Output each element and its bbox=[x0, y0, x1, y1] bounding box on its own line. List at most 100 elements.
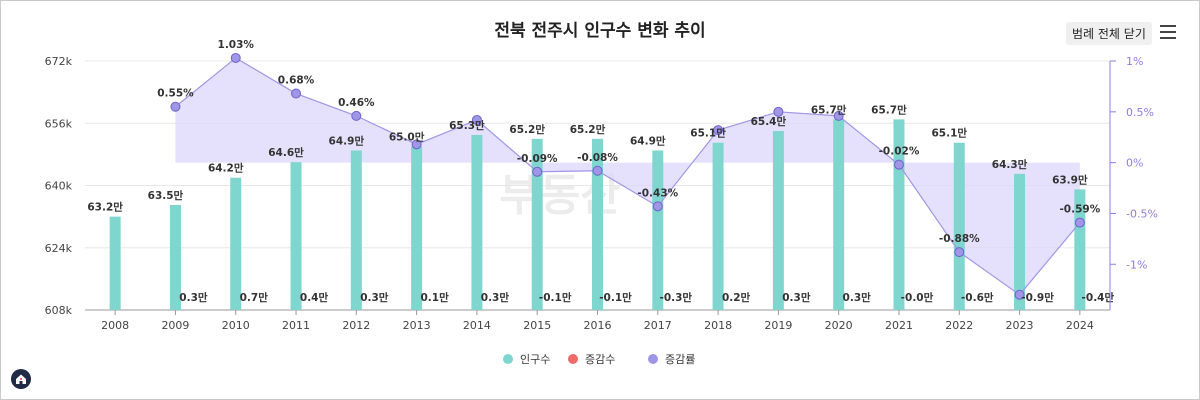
rate-label: -0.08% bbox=[577, 152, 618, 164]
population-label: 65.4만 bbox=[751, 115, 787, 128]
x-tick-label: 2018 bbox=[704, 319, 732, 332]
y-tick-label: 656k bbox=[45, 117, 73, 130]
x-tick-label: 2014 bbox=[463, 319, 491, 332]
population-label: 65.1만 bbox=[931, 127, 967, 140]
change-label: 0.7만 bbox=[240, 291, 269, 304]
y-tick-label: 640k bbox=[45, 180, 73, 193]
legend-toggle-button[interactable]: 범례 전체 닫기 bbox=[1066, 22, 1152, 45]
change-label: -0.1만 bbox=[599, 291, 632, 304]
rate-point[interactable] bbox=[773, 106, 784, 117]
change-label: -0.3만 bbox=[659, 291, 692, 304]
rate-point[interactable] bbox=[411, 139, 422, 150]
legend-item[interactable]: 증감률 bbox=[665, 353, 695, 366]
x-tick-label: 2020 bbox=[825, 319, 853, 332]
y-tick-label: 624k bbox=[45, 242, 73, 255]
rate-point[interactable] bbox=[230, 52, 241, 63]
legend-marker bbox=[503, 354, 513, 364]
y2-tick-label: 0.5% bbox=[1126, 106, 1154, 119]
x-tick-label: 2015 bbox=[523, 319, 551, 332]
rate-point[interactable] bbox=[713, 125, 724, 136]
change-label: 0.4만 bbox=[300, 291, 329, 304]
x-tick-label: 2022 bbox=[945, 319, 973, 332]
population-bar[interactable] bbox=[1014, 173, 1026, 310]
population-bar[interactable] bbox=[350, 150, 362, 310]
rate-label: -0.43% bbox=[637, 187, 678, 199]
rate-point[interactable] bbox=[1074, 217, 1085, 228]
rate-point[interactable] bbox=[893, 159, 904, 170]
legend-marker bbox=[648, 354, 658, 364]
rate-line bbox=[175, 57, 1081, 296]
population-label: 64.9만 bbox=[329, 134, 365, 147]
population-label: 65.7만 bbox=[811, 103, 847, 116]
rate-area bbox=[175, 57, 1080, 295]
change-label: -0.6만 bbox=[961, 291, 994, 304]
population-bar[interactable] bbox=[531, 138, 543, 310]
y2-tick-label: -1% bbox=[1126, 258, 1147, 271]
population-bar[interactable] bbox=[592, 138, 603, 310]
population-label: 63.5만 bbox=[148, 189, 184, 202]
rate-point[interactable] bbox=[1014, 289, 1025, 300]
x-tick-label: 2023 bbox=[1006, 319, 1034, 332]
rate-point[interactable] bbox=[532, 166, 543, 177]
population-bar[interactable] bbox=[953, 142, 965, 310]
x-tick-label: 2013 bbox=[403, 319, 431, 332]
rate-point[interactable] bbox=[954, 247, 965, 258]
population-bar[interactable] bbox=[1074, 189, 1086, 310]
rate-label: 0.46% bbox=[338, 97, 375, 109]
x-tick-label: 2017 bbox=[644, 319, 672, 332]
x-tick-label: 2024 bbox=[1066, 319, 1094, 332]
population-bar[interactable] bbox=[290, 162, 302, 310]
change-label: -0.4만 bbox=[1082, 291, 1115, 304]
change-label: 0.2만 bbox=[722, 291, 751, 304]
population-label: 64.2만 bbox=[208, 162, 244, 175]
population-bar[interactable] bbox=[471, 134, 483, 310]
population-bar[interactable] bbox=[230, 177, 242, 310]
rate-point[interactable] bbox=[291, 88, 302, 99]
population-label: 63.9만 bbox=[1052, 173, 1088, 186]
x-tick-label: 2019 bbox=[764, 319, 792, 332]
x-tick-label: 2009 bbox=[161, 319, 189, 332]
rate-label: -0.88% bbox=[939, 233, 980, 245]
rate-point[interactable] bbox=[652, 201, 663, 212]
rate-label: -0.02% bbox=[879, 146, 920, 158]
population-label: 64.9만 bbox=[630, 134, 666, 147]
rate-label: -0.09% bbox=[517, 153, 558, 165]
change-label: -0.1만 bbox=[539, 291, 572, 304]
x-tick-label: 2010 bbox=[222, 319, 250, 332]
population-bar[interactable] bbox=[169, 204, 181, 310]
change-label: 0.1만 bbox=[420, 291, 449, 304]
population-bar[interactable] bbox=[652, 150, 664, 310]
population-label: 65.7만 bbox=[871, 103, 907, 116]
hamburger-menu-icon[interactable] bbox=[1160, 25, 1176, 39]
rate-label: 1.03% bbox=[218, 39, 255, 51]
population-bar[interactable] bbox=[411, 146, 423, 310]
x-tick-label: 2011 bbox=[282, 319, 310, 332]
change-label: 0.3만 bbox=[360, 291, 389, 304]
x-tick-label: 2008 bbox=[101, 319, 129, 332]
population-bar[interactable] bbox=[712, 142, 724, 310]
y2-tick-label: -0.5% bbox=[1126, 207, 1158, 220]
rate-point[interactable] bbox=[833, 110, 844, 121]
y-tick-label: 608k bbox=[45, 304, 73, 317]
y2-tick-label: 0% bbox=[1126, 157, 1143, 170]
change-label: 0.3만 bbox=[843, 291, 872, 304]
change-label: -0.9만 bbox=[1021, 291, 1054, 304]
home-logo-icon[interactable] bbox=[11, 369, 31, 389]
rate-point[interactable] bbox=[471, 114, 482, 125]
population-label: 65.3만 bbox=[449, 119, 485, 132]
population-label: 64.6만 bbox=[268, 146, 304, 159]
population-bar[interactable] bbox=[772, 131, 784, 310]
population-bar[interactable] bbox=[109, 216, 121, 310]
rate-label: -0.59% bbox=[1059, 204, 1100, 216]
legend-item[interactable]: 인구수 bbox=[520, 353, 550, 366]
y-tick-label: 672k bbox=[45, 55, 73, 68]
rate-point[interactable] bbox=[170, 101, 181, 112]
population-bar[interactable] bbox=[893, 119, 905, 310]
legend-item[interactable]: 증감수 bbox=[585, 353, 615, 366]
rate-point[interactable] bbox=[592, 165, 603, 176]
population-bar[interactable] bbox=[833, 119, 845, 310]
y2-tick-label: 1% bbox=[1126, 55, 1143, 68]
rate-point[interactable] bbox=[351, 110, 362, 121]
population-label: 65.2만 bbox=[570, 123, 606, 136]
